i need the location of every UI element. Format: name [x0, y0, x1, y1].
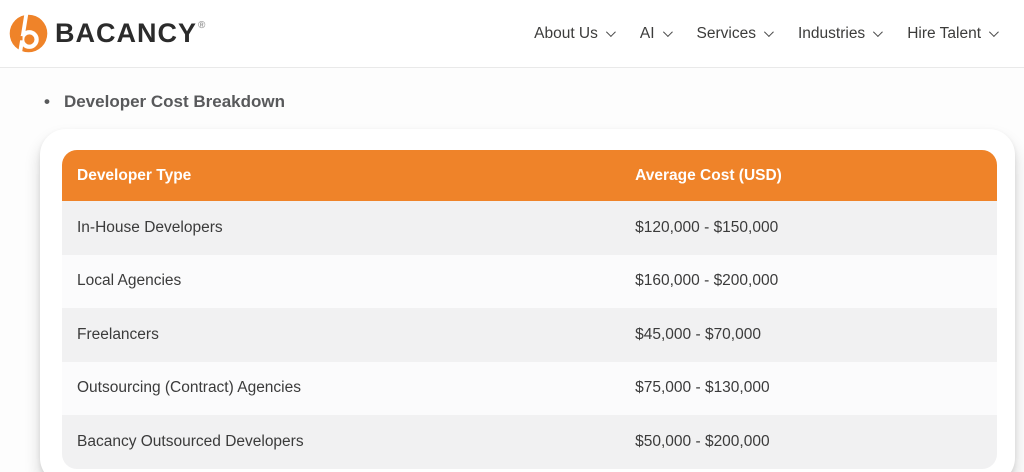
chevron-down-icon	[873, 27, 884, 38]
main-nav: About Us AI Services Industries Hire Tal…	[534, 25, 1024, 43]
table-row: Local Agencies $160,000 - $200,000	[62, 254, 997, 308]
page-title: Developer Cost Breakdown	[63, 92, 286, 111]
nav-item-industries[interactable]: Industries	[798, 25, 884, 43]
nav-item-hire-talent[interactable]: Hire Talent	[907, 25, 999, 43]
nav-item-about-us[interactable]: About Us	[534, 25, 616, 43]
developer-type-cell: Outsourcing (Contract) Agencies	[77, 379, 301, 397]
table-row: Freelancers $45,000 - $70,000	[62, 308, 997, 362]
site-header: BACANCY ® About Us AI Services Industrie…	[0, 0, 1024, 68]
table-row: Outsourcing (Contract) Agencies $75,000 …	[62, 361, 997, 415]
chevron-down-icon	[988, 27, 999, 38]
chevron-down-icon	[662, 27, 673, 38]
chevron-down-icon	[763, 27, 774, 38]
brand-logo[interactable]: BACANCY ®	[8, 13, 206, 54]
developer-type-cell: Local Agencies	[77, 272, 182, 290]
table-row: In-House Developers $120,000 - $150,000	[62, 201, 997, 255]
average-cost-cell: $50,000 - $200,000	[635, 432, 770, 450]
developer-type-cell: Bacancy Outsourced Developers	[77, 432, 304, 450]
section-heading: • Developer Cost Breakdown	[44, 92, 1024, 112]
cost-table-card: Developer Type Average Cost (USD) In-Hou…	[40, 129, 1015, 472]
table-header-row: Developer Type Average Cost (USD)	[62, 150, 997, 201]
bacancy-b-icon	[9, 13, 48, 54]
average-cost-cell: $45,000 - $70,000	[635, 325, 761, 343]
chevron-down-icon	[605, 27, 616, 38]
table-row: Bacancy Outsourced Developers $50,000 - …	[62, 415, 997, 469]
average-cost-cell: $160,000 - $200,000	[635, 272, 779, 290]
average-cost-cell: $75,000 - $130,000	[635, 379, 770, 397]
developer-type-cell: Freelancers	[77, 325, 159, 343]
registered-mark: ®	[198, 20, 207, 31]
average-cost-cell: $120,000 - $150,000	[635, 218, 779, 236]
developer-type-cell: In-House Developers	[77, 218, 223, 236]
column-header-average-cost: Average Cost (USD)	[635, 166, 782, 184]
nav-item-services[interactable]: Services	[697, 25, 774, 43]
bullet-icon: •	[44, 92, 50, 111]
brand-name: BACANCY ®	[55, 18, 207, 48]
column-header-developer-type: Developer Type	[77, 166, 192, 184]
nav-item-ai[interactable]: AI	[640, 25, 673, 43]
developer-cost-table: Developer Type Average Cost (USD) In-Hou…	[62, 150, 997, 469]
